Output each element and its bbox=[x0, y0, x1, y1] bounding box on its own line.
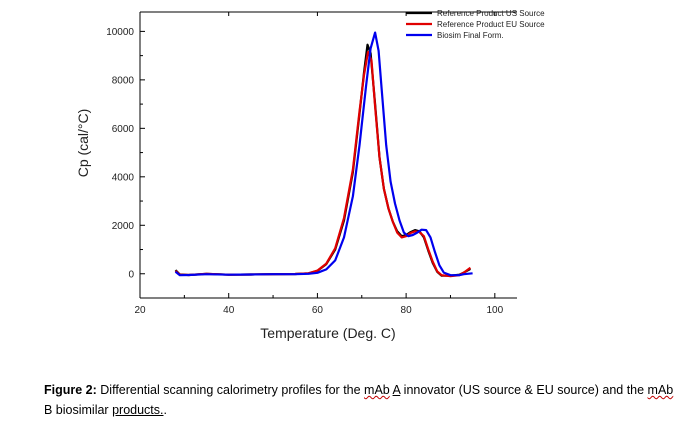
y-tick-label: 8000 bbox=[112, 75, 135, 86]
caption-word-mab-1: mAb bbox=[364, 383, 390, 397]
caption-label: Figure 2: bbox=[44, 383, 97, 397]
dsc-chart: 0 2000 4000 6000 8000 10000 20 40 60 80 100 Refere… bbox=[75, 9, 545, 341]
caption-text-1: Differential scanning calorimetry profil… bbox=[96, 383, 365, 397]
chart-legend: Reference Product US Source Reference Pro… bbox=[406, 9, 545, 40]
x-tick-label: 80 bbox=[401, 305, 413, 316]
series-line-3 bbox=[174, 31, 473, 277]
y-tick-label: 10000 bbox=[106, 27, 134, 38]
caption-text-3: innovator (US source & EU source) and th… bbox=[400, 383, 648, 397]
chart-axes: 0 2000 4000 6000 8000 10000 20 40 60 80 100 bbox=[106, 11, 517, 316]
caption-word-products: products. bbox=[112, 403, 164, 417]
legend-label-3: Biosim Final Form. bbox=[437, 31, 504, 40]
legend-label-2: Reference Product EU Source bbox=[437, 20, 545, 29]
y-tick-label: 4000 bbox=[112, 172, 135, 183]
x-tick-label: 20 bbox=[134, 305, 146, 316]
x-tick-label: 100 bbox=[486, 305, 503, 316]
y-axis-title: Cp (cal/°C) bbox=[75, 109, 91, 178]
legend-label-1: Reference Product US Source bbox=[437, 9, 545, 18]
figure-caption: Figure 2: Differential scanning calorime… bbox=[44, 380, 684, 420]
y-tick-label: 2000 bbox=[112, 221, 135, 232]
caption-text-4: B biosimilar bbox=[44, 403, 113, 417]
series-line-2 bbox=[174, 50, 472, 278]
x-tick-label: 40 bbox=[223, 305, 235, 316]
y-tick-label: 0 bbox=[128, 269, 134, 280]
x-tick-label: 60 bbox=[312, 305, 324, 316]
caption-word-a: A bbox=[392, 383, 401, 397]
caption-text-5: . bbox=[163, 403, 167, 417]
chart-series-layer bbox=[174, 31, 473, 278]
caption-word-mab-2: mAb bbox=[647, 383, 674, 397]
x-axis-title: Temperature (Deg. C) bbox=[260, 325, 395, 341]
y-tick-label: 6000 bbox=[112, 124, 135, 135]
